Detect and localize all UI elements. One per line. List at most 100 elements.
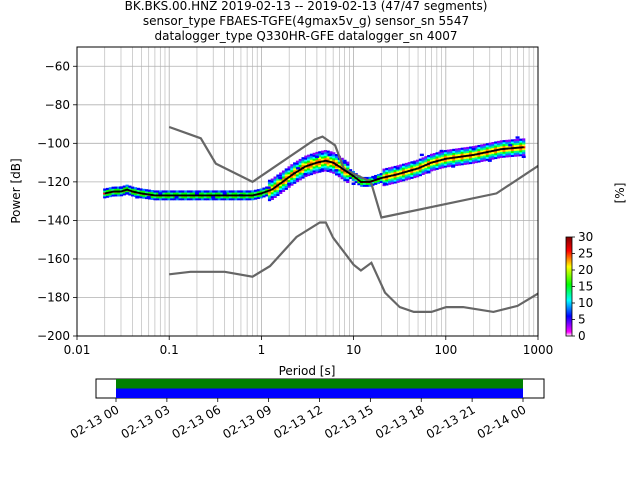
- psd-histogram-cell: [290, 177, 294, 180]
- psd-histogram-cell: [441, 162, 445, 165]
- psd-histogram-cell: [510, 150, 515, 154]
- psd-histogram-cell: [513, 148, 517, 151]
- psd-histogram-cell: [175, 192, 179, 195]
- psd-histogram-cell: [253, 195, 258, 198]
- psd-histogram-cell: [312, 166, 316, 169]
- psd-histogram-cell: [103, 194, 107, 197]
- psd-histogram-cell: [122, 185, 126, 188]
- psd-histogram-cell: [513, 141, 517, 144]
- psd-histogram-cell: [128, 187, 132, 190]
- psd-histogram-cell: [418, 158, 422, 161]
- psd-histogram-cell: [496, 140, 501, 144]
- psd-spread-point: [146, 196, 151, 199]
- psd-histogram-cell: [279, 178, 283, 181]
- psd-histogram-cell: [103, 196, 107, 199]
- psd-histogram-cell: [276, 189, 280, 193]
- psd-histogram-cell: [198, 192, 202, 195]
- psd-histogram-cell: [421, 159, 425, 162]
- psd-histogram-cell: [446, 159, 450, 162]
- psd-histogram-cell: [125, 186, 129, 189]
- psd-histogram-cell: [457, 157, 462, 160]
- psd-spread-point: [515, 136, 520, 139]
- psd-histogram-cell: [270, 190, 274, 193]
- psd-histogram-cell: [452, 150, 456, 153]
- psd-histogram-cell: [496, 144, 501, 147]
- psd-spread-point: [508, 144, 513, 147]
- psd-histogram-cell: [248, 192, 252, 195]
- psd-histogram-cell: [105, 189, 110, 192]
- psd-histogram-cell: [226, 196, 230, 199]
- title-line-1: BK.BKS.00.HNZ 2019-02-13 -- 2019-02-13 (…: [125, 0, 488, 13]
- psd-histogram-cell: [256, 194, 260, 198]
- psd-histogram-cell: [485, 156, 490, 159]
- psd-histogram-cell: [438, 155, 442, 158]
- psd-histogram-cell: [424, 158, 428, 161]
- psd-histogram-cell: [513, 142, 517, 146]
- psd-histogram-cell: [519, 140, 523, 143]
- psd-histogram-cell: [351, 176, 355, 179]
- psd-histogram-cell: [326, 150, 330, 153]
- psd-histogram-cell: [262, 189, 266, 192]
- psd-histogram-cell: [343, 163, 347, 166]
- psd-histogram-cell: [463, 160, 467, 163]
- psd-histogram-cell: [343, 177, 347, 180]
- psd-histogram-cell: [234, 198, 238, 201]
- psd-histogram-cell: [393, 165, 397, 169]
- psd-histogram-cell: [226, 192, 230, 195]
- psd-histogram-cell: [505, 151, 509, 154]
- psd-histogram-cell: [298, 174, 302, 177]
- psd-histogram-cell: [488, 156, 492, 159]
- psd-histogram-cell: [281, 189, 286, 192]
- psd-histogram-cell: [510, 141, 515, 144]
- psd-histogram-cell: [175, 190, 179, 193]
- psd-histogram-cell: [376, 174, 381, 177]
- psd-histogram-cell: [281, 183, 286, 187]
- psd-spread-point: [125, 192, 130, 195]
- low-noise-model-curve: [169, 221, 538, 314]
- psd-histogram-cell: [474, 160, 478, 164]
- psd-histogram-cell: [295, 177, 300, 181]
- psd-histogram-cell: [309, 169, 314, 172]
- psd-histogram-cell: [496, 156, 501, 159]
- psd-histogram-cell: [399, 179, 403, 183]
- psd-histogram-cell: [309, 167, 314, 170]
- psd-histogram-cell: [449, 158, 453, 162]
- psd-histogram-cell: [469, 146, 473, 149]
- psd-histogram-cell: [388, 182, 392, 185]
- psd-histogram-cell: [259, 196, 263, 199]
- psd-histogram-cell: [385, 167, 389, 171]
- psd-mode-curve: [104, 146, 524, 197]
- psd-histogram-cell: [429, 153, 434, 156]
- psd-histogram-cell: [145, 191, 149, 194]
- psd-histogram-cell: [413, 166, 417, 169]
- psd-histogram-cell: [510, 152, 515, 156]
- psd-histogram-cell: [494, 143, 498, 146]
- psd-histogram-cell: [167, 190, 171, 193]
- psd-histogram-cell: [418, 173, 422, 177]
- psd-histogram-cell: [390, 168, 395, 171]
- psd-histogram-cell: [388, 173, 392, 176]
- psd-histogram-cell: [270, 178, 274, 181]
- psd-histogram-cell: [516, 138, 520, 142]
- x-tick-label: 1: [258, 343, 266, 357]
- x-tick-label: 1000: [523, 343, 554, 357]
- psd-histogram-cell: [340, 169, 344, 172]
- psd-histogram-cell: [449, 153, 453, 156]
- psd-histogram-cell: [432, 154, 436, 158]
- psd-histogram-cell: [404, 176, 409, 179]
- psd-histogram-cell: [496, 150, 501, 153]
- psd-histogram-cell: [318, 162, 322, 165]
- psd-histogram-cell: [443, 163, 448, 166]
- psd-histogram-cell: [460, 153, 464, 156]
- x-tick-label: 0.1: [160, 343, 179, 357]
- plot-frame: [76, 46, 539, 337]
- psd-histogram-cell: [455, 158, 459, 161]
- psd-histogram-cell: [228, 190, 233, 193]
- psd-histogram-cell: [309, 171, 314, 174]
- psd-histogram-cell: [393, 169, 397, 172]
- psd-histogram-cell: [212, 198, 216, 201]
- psd-histogram-cell: [337, 171, 341, 174]
- psd-histogram-cell: [184, 196, 188, 199]
- psd-histogram-cell: [457, 163, 462, 166]
- psd-histogram-cell: [265, 188, 269, 191]
